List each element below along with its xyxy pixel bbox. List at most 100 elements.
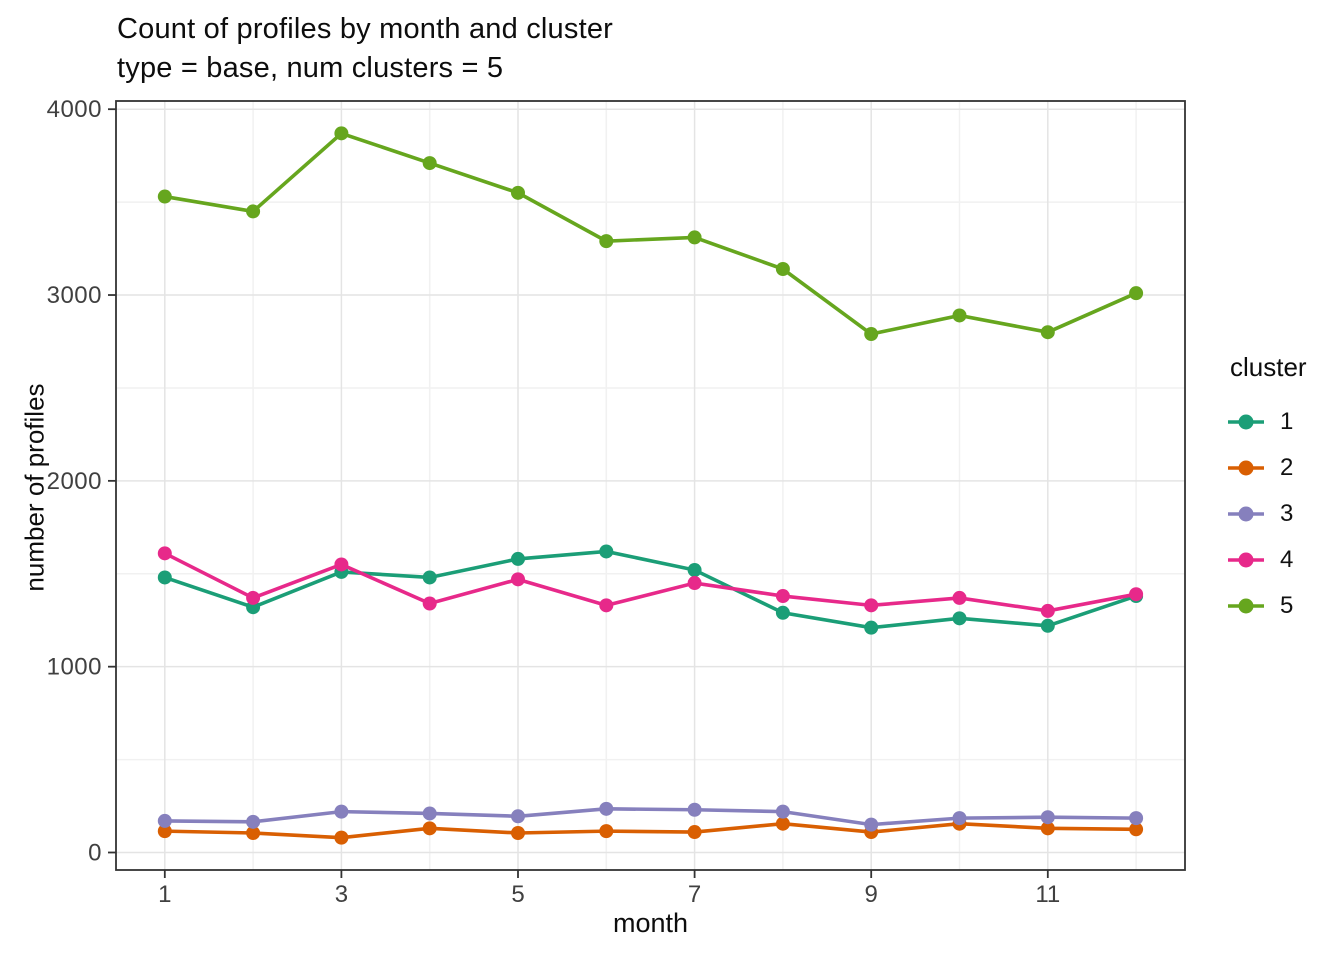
data-point — [952, 611, 967, 626]
data-point — [599, 234, 614, 249]
legend: cluster 1 2 3 4 5 — [1228, 352, 1307, 629]
chart-header: Count of profiles by month and cluster t… — [117, 10, 613, 88]
data-point — [1129, 811, 1144, 826]
series-line-cluster-1 — [164, 549, 1137, 630]
data-point — [246, 814, 261, 829]
legend-item-cluster-2: 2 — [1228, 445, 1307, 491]
data-point — [334, 126, 349, 141]
x-axis-label: month — [612, 908, 689, 938]
data-point — [1040, 821, 1055, 836]
legend-item-cluster-3: 3 — [1228, 491, 1307, 537]
data-point — [952, 590, 967, 605]
data-point — [157, 189, 172, 204]
data-point — [1040, 810, 1055, 825]
series-line-cluster-3 — [164, 807, 1137, 827]
data-point — [511, 809, 525, 824]
data-point — [1129, 286, 1144, 301]
y-tick-label: 0 — [88, 840, 102, 867]
y-tick-label: 4000 — [47, 96, 102, 123]
data-point — [687, 230, 702, 245]
data-point — [687, 576, 702, 591]
data-point — [599, 824, 614, 839]
legend-label: 1 — [1280, 408, 1294, 435]
data-point — [511, 825, 525, 840]
data-point — [422, 156, 437, 171]
data-point — [334, 830, 349, 845]
data-point — [1129, 822, 1144, 837]
series-line-cluster-5 — [164, 131, 1137, 336]
legend-swatch-icon — [1228, 552, 1264, 568]
data-point — [246, 204, 261, 219]
data-point — [864, 817, 879, 832]
data-point — [511, 572, 525, 587]
data-point — [157, 813, 172, 828]
axis-ticks — [108, 108, 1049, 878]
data-point — [246, 590, 261, 605]
legend-swatch-icon — [1228, 598, 1264, 614]
data-point — [952, 308, 967, 323]
data-point — [246, 825, 261, 840]
data-point — [1040, 618, 1055, 633]
data-point — [599, 801, 614, 816]
y-axis-label: number of profiles — [19, 383, 50, 592]
legend-title: cluster — [1230, 352, 1307, 382]
legend-label: 2 — [1280, 454, 1294, 481]
legend-item-cluster-1: 1 — [1228, 399, 1307, 445]
data-point — [864, 598, 879, 613]
legend-items: 1 2 3 4 5 — [1228, 399, 1307, 629]
data-point — [687, 563, 702, 578]
data-point — [599, 544, 614, 559]
x-tick-label: 7 — [688, 881, 701, 908]
data-point — [1129, 587, 1144, 602]
data-point — [775, 605, 790, 620]
series-cluster-5 — [157, 126, 1144, 342]
x-tick-label: 3 — [335, 881, 348, 908]
y-tick-label: 2000 — [47, 468, 102, 495]
data-point — [422, 570, 437, 585]
legend-swatch-icon — [1228, 460, 1264, 476]
panel-border — [115, 100, 1186, 871]
data-point — [864, 327, 879, 342]
data-point — [422, 596, 437, 611]
y-tick-label: 3000 — [47, 282, 102, 309]
data-point — [511, 185, 525, 200]
major-gridlines — [116, 101, 1185, 870]
x-tick-label: 11 — [1035, 881, 1060, 908]
data-point — [422, 821, 437, 836]
data-point — [775, 816, 790, 831]
data-point — [334, 804, 349, 819]
data-point — [511, 551, 525, 566]
legend-swatch-icon — [1228, 414, 1264, 430]
data-point — [1040, 603, 1055, 618]
x-tick-label: 1 — [158, 881, 171, 908]
legend-swatch-icon — [1228, 506, 1264, 522]
legend-label: 5 — [1280, 592, 1294, 619]
data-point — [687, 802, 702, 817]
data-point — [599, 598, 614, 613]
data-point — [157, 824, 172, 839]
chart-subtitle: type = base, num clusters = 5 — [117, 52, 504, 84]
data-point — [775, 804, 790, 819]
data-point — [775, 589, 790, 604]
series-line-cluster-2 — [164, 821, 1137, 840]
legend-item-cluster-5: 5 — [1228, 583, 1307, 629]
data-point — [157, 570, 172, 585]
legend-label: 4 — [1280, 546, 1294, 573]
series-cluster-3 — [157, 801, 1144, 832]
data-point — [334, 557, 349, 572]
data-point — [775, 262, 790, 277]
minor-gridlines — [116, 101, 1185, 870]
tick-labels: 0 1000 2000 3000 4000 1 3 5 7 9 11 — [47, 96, 1061, 908]
y-tick-label: 1000 — [47, 654, 102, 681]
data-point — [422, 806, 437, 821]
data-point — [864, 620, 879, 635]
series-cluster-4 — [157, 546, 1144, 618]
legend-item-cluster-4: 4 — [1228, 537, 1307, 583]
data-point — [157, 546, 172, 561]
series-line-cluster-4 — [163, 551, 1137, 613]
x-tick-label: 5 — [511, 881, 524, 908]
data-point — [1040, 325, 1055, 340]
x-tick-label: 9 — [865, 881, 878, 908]
